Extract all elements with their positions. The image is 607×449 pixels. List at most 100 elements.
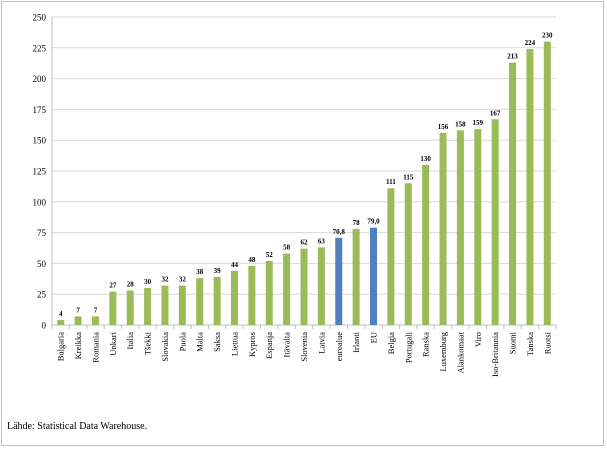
bar-slovakia <box>161 285 169 325</box>
x-tick-label: Portugali <box>403 331 413 363</box>
x-tick-label: Slovenia <box>299 332 309 362</box>
x-tick-label: EU <box>369 332 379 343</box>
y-tick-label: 125 <box>33 167 47 177</box>
data-label: 27 <box>109 282 117 290</box>
x-tick-label: Tšekki <box>143 331 153 355</box>
data-label: 78 <box>353 219 361 227</box>
x-tick-label: Tanska <box>525 332 535 356</box>
x-tick-label: Espanja <box>264 332 274 359</box>
data-label: 32 <box>179 276 187 284</box>
x-tick-label: Puola <box>177 332 187 352</box>
x-tick-label: Alankomaat <box>455 331 465 373</box>
bar-espanja <box>265 260 273 325</box>
source-note: Lähde: Statistical Data Warehouse. <box>7 421 148 432</box>
x-tick-label: Ruotsi <box>542 331 552 354</box>
x-tick-label: Slovakia <box>160 332 170 362</box>
data-label: 224 <box>525 39 536 47</box>
bar-slovenia <box>300 248 308 325</box>
data-label: 44 <box>231 261 239 269</box>
data-label: 7 <box>76 306 80 314</box>
y-tick-label: 225 <box>33 43 47 53</box>
bar-italia <box>126 290 134 325</box>
data-label: 38 <box>196 268 204 276</box>
y-tick-label: 75 <box>37 228 47 238</box>
data-label: 48 <box>248 256 256 264</box>
data-label: 213 <box>507 53 518 61</box>
x-tick-label: Itävalta <box>282 332 292 358</box>
bar-latvia <box>317 247 325 325</box>
y-tick-label: 150 <box>33 136 47 146</box>
x-tick-label: Kypros <box>247 332 257 357</box>
y-tick-label: 100 <box>33 197 47 207</box>
data-label: 130 <box>420 155 431 163</box>
bar-kypros <box>248 265 256 325</box>
bar-liettua <box>230 270 238 325</box>
bar-irlanti <box>352 228 360 325</box>
bar-tšekki <box>144 288 152 325</box>
x-tick-label: Bulgaria <box>56 332 66 361</box>
data-label: 79,0 <box>367 218 380 226</box>
x-tick-label: Viro <box>473 332 483 347</box>
x-tick-label: Luxemburg <box>438 331 448 371</box>
bar-suomi <box>509 62 517 326</box>
x-tick-label: Unkari <box>108 331 118 355</box>
data-label: 159 <box>473 119 484 127</box>
y-tick-label: 25 <box>37 290 47 300</box>
bar-unkari <box>109 291 117 325</box>
x-tick-label: Latvia <box>316 332 326 354</box>
x-tick-label: Irlanti <box>351 331 361 352</box>
data-label: 111 <box>386 178 396 186</box>
data-label: 167 <box>490 109 501 117</box>
x-tick-label: Romania <box>90 332 100 363</box>
x-tick-label: Malta <box>195 332 205 352</box>
y-tick-label: 200 <box>33 74 47 84</box>
data-label: 58 <box>283 244 291 252</box>
bar-romania <box>91 316 99 325</box>
data-label: 28 <box>127 281 135 289</box>
data-label: 30 <box>144 278 152 286</box>
data-label: 52 <box>266 251 274 259</box>
x-tick-label: Suomi <box>508 331 518 354</box>
bar-bulgaria <box>57 320 65 325</box>
bar-iso-britannia <box>491 119 499 325</box>
bar-kreikka <box>74 316 82 325</box>
x-tick-label: Iso-Britannia <box>490 332 500 377</box>
data-label: 158 <box>455 120 466 128</box>
data-label: 230 <box>542 32 553 40</box>
data-label: 4 <box>59 310 63 318</box>
x-tick-label: Kreikka <box>73 332 83 360</box>
x-tick-label: Liettua <box>229 332 239 356</box>
data-label: 63 <box>318 237 326 245</box>
bar-portugali <box>404 183 412 325</box>
bar-ranska <box>422 164 430 325</box>
y-tick-label: 250 <box>33 13 47 23</box>
data-label: 7 <box>94 306 98 314</box>
y-tick-label: 0 <box>42 321 47 331</box>
bar-ruotsi <box>543 41 551 325</box>
x-tick-label: Ranska <box>421 332 431 357</box>
bar-viro <box>474 129 482 325</box>
y-tick-label: 50 <box>37 259 47 269</box>
bar-itävalta <box>283 253 291 325</box>
bar-malta <box>196 278 204 325</box>
x-tick-label: euroalue <box>334 332 344 361</box>
bar-alankomaat <box>456 130 464 325</box>
bar-luxemburg <box>439 132 447 325</box>
bar-euroalue <box>335 237 343 325</box>
data-label: 70,8 <box>333 228 346 236</box>
x-tick-label: Belgia <box>386 332 396 354</box>
data-label: 156 <box>438 123 449 131</box>
data-label: 62 <box>301 239 309 247</box>
x-tick-label: Saksa <box>212 332 222 352</box>
bar-puola <box>178 285 186 325</box>
y-tick-label: 175 <box>33 105 47 115</box>
data-label: 32 <box>161 276 169 284</box>
x-tick-label: Italia <box>125 332 135 350</box>
bar-eu <box>370 227 378 325</box>
bar-belgia <box>387 188 395 325</box>
bar-saksa <box>213 276 221 325</box>
bar-tanska <box>526 49 534 325</box>
